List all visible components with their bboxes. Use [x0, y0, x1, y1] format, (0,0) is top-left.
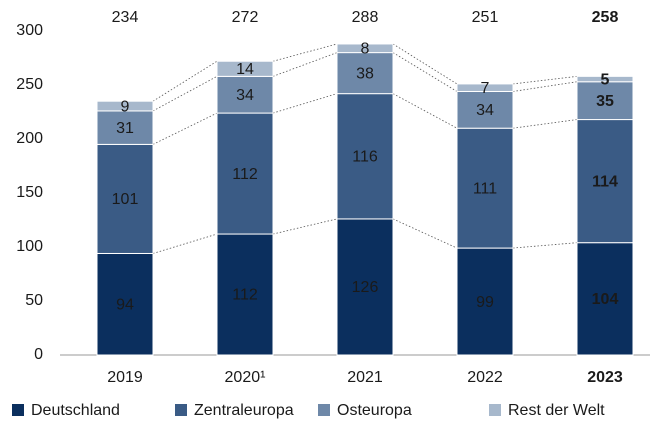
value-label: 7: [481, 80, 490, 97]
y-tick-label: 50: [25, 292, 43, 309]
connector: [512, 81, 578, 92]
x-tick-label: 2020¹: [225, 369, 266, 386]
value-label: 112: [232, 287, 258, 304]
total-label: 288: [352, 9, 379, 26]
connector: [512, 75, 578, 85]
value-label: 35: [596, 93, 614, 110]
bar-segment: [456, 127, 514, 249]
value-label: 101: [112, 191, 139, 208]
bar-segment: [456, 247, 514, 356]
y-tick-label: 300: [16, 22, 43, 39]
value-label: 31: [116, 120, 134, 137]
bar-segment: [216, 112, 274, 235]
legend-label: Rest der Welt: [508, 402, 605, 419]
bar-segment: [96, 100, 154, 112]
y-tick-label: 100: [16, 238, 43, 255]
value-label: 104: [592, 291, 619, 308]
connector: [272, 93, 338, 114]
value-label: 8: [361, 40, 370, 57]
value-label: 5: [601, 71, 610, 88]
value-label: 112: [232, 166, 258, 183]
connector: [272, 218, 338, 235]
x-tick-label: 2023: [587, 369, 623, 386]
total-label: 272: [232, 9, 259, 26]
connector: [512, 119, 578, 129]
bar-segment: [576, 75, 634, 83]
y-tick-label: 250: [16, 76, 43, 93]
value-label: 114: [592, 173, 618, 190]
legend-swatch: [489, 404, 501, 416]
value-label: 34: [236, 87, 254, 104]
connector: [392, 43, 458, 85]
value-label: 38: [356, 65, 374, 82]
connector: [392, 52, 458, 92]
legend-label: Zentraleuropa: [194, 402, 294, 419]
total-label: 234: [112, 9, 139, 26]
legend-swatch: [12, 404, 24, 416]
bar-segment: [216, 60, 274, 77]
value-label: 9: [121, 98, 130, 115]
total-label: 251: [472, 9, 499, 26]
bar-segment: [456, 90, 514, 129]
value-label: 94: [116, 296, 134, 313]
connector: [392, 93, 458, 129]
x-tick-label: 2019: [107, 369, 143, 386]
connector: [152, 60, 218, 102]
bar-segment: [216, 233, 274, 356]
legend-label: Osteuropa: [337, 402, 412, 419]
value-label: 14: [236, 61, 254, 78]
bar-segment: [96, 252, 154, 356]
bar-segment: [456, 83, 514, 92]
connector: [272, 52, 338, 77]
connector: [512, 242, 578, 249]
total-label: 258: [592, 9, 619, 26]
connector: [152, 233, 218, 254]
x-tick-label: 2021: [347, 369, 383, 386]
value-label: 99: [476, 294, 494, 311]
bar-segment: [576, 119, 634, 244]
bar-segment: [336, 52, 394, 95]
bar-segment: [576, 81, 634, 121]
connector: [152, 112, 218, 145]
legend-label: Deutschland: [31, 402, 120, 419]
value-label: 34: [476, 102, 494, 119]
y-tick-label: 0: [34, 346, 43, 363]
x-tick-label: 2022: [467, 369, 503, 386]
connector: [392, 218, 458, 249]
y-tick-label: 150: [16, 184, 43, 201]
connector: [272, 43, 338, 62]
bar-segment: [96, 143, 154, 254]
bar-segment: [576, 242, 634, 356]
bar-segment: [336, 93, 394, 220]
bar-segment: [216, 75, 274, 114]
y-tick-label: 200: [16, 130, 43, 147]
bar-segment: [336, 218, 394, 356]
value-label: 126: [352, 279, 379, 296]
legend-swatch: [175, 404, 187, 416]
value-label: 116: [352, 148, 378, 165]
bar-segment: [336, 43, 394, 54]
legend-swatch: [318, 404, 330, 416]
connector: [152, 76, 218, 112]
value-label: 111: [473, 180, 497, 197]
